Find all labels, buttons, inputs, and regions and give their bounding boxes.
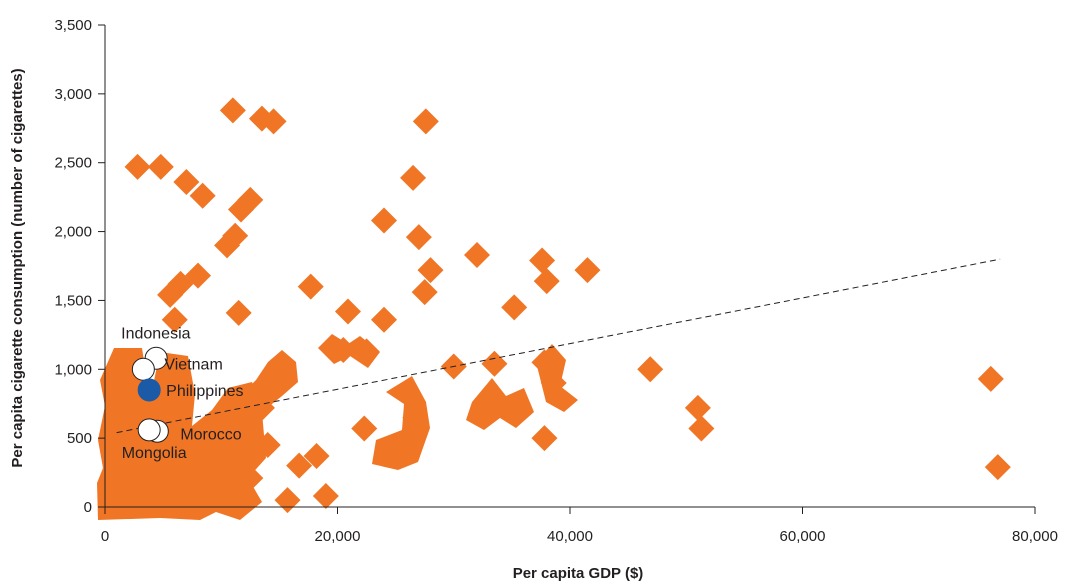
country-marker	[353, 338, 380, 365]
country-marker	[260, 108, 287, 135]
label-philippines: Philippines	[166, 383, 243, 400]
country-marker	[574, 257, 601, 284]
country-marker	[167, 270, 194, 297]
country-marker	[124, 153, 151, 180]
country-marker	[214, 232, 241, 259]
country-marker	[529, 247, 556, 274]
country-marker	[533, 268, 560, 295]
cluster-right-arm	[234, 350, 298, 422]
country-marker	[214, 421, 241, 448]
x-axis-title: Per capita GDP ($)	[513, 565, 644, 582]
country-marker	[248, 394, 275, 421]
y-tick-label: 500	[67, 430, 92, 447]
country-marker	[412, 108, 439, 135]
y-tick-label: 0	[84, 499, 92, 516]
country-marker	[498, 397, 525, 424]
country-marker	[161, 306, 188, 333]
label-morocco: Morocco	[180, 426, 241, 443]
country-marker	[330, 337, 357, 364]
label-vietnam: Vietnam	[164, 356, 222, 373]
country-marker	[531, 349, 558, 376]
marker-vietnam	[131, 357, 155, 381]
country-marker	[475, 390, 502, 417]
country-marker	[531, 425, 558, 452]
country-marker	[144, 448, 171, 475]
country-marker	[402, 404, 429, 431]
country-marker	[179, 470, 206, 497]
y-axis-title: Per capita cigarette consumption (number…	[9, 68, 26, 467]
country-marker	[405, 224, 432, 251]
country-marker	[637, 356, 664, 383]
y-tick-label: 1,000	[54, 361, 92, 378]
label-mongolia: Mongolia	[122, 445, 187, 462]
country-marker	[391, 432, 418, 459]
country-marker	[237, 186, 264, 213]
country-marker	[977, 365, 1004, 392]
country-marker	[274, 487, 301, 514]
labelled-countries: Indonesia Vietnam Philippines Morocco Mongol…	[121, 325, 243, 462]
marker-mongolia	[137, 418, 161, 442]
country-marker	[984, 454, 1011, 481]
country-marker	[214, 480, 241, 507]
country-marker	[688, 415, 715, 442]
x-tick-label: 0	[101, 528, 109, 545]
country-marker	[189, 182, 216, 209]
country-marker	[254, 432, 281, 459]
axes: 0 500 1,000 1,500 2,000 2,500 3,000 3,500 0 20,00…	[54, 17, 1057, 545]
country-marker	[540, 370, 567, 397]
country-marker	[115, 383, 142, 410]
y-tick-label: 2,000	[54, 224, 92, 241]
country-marker	[411, 279, 438, 306]
country-marker	[161, 376, 188, 403]
country-marker	[286, 452, 313, 479]
country-marker	[297, 273, 324, 300]
country-marker	[219, 97, 246, 124]
country-marker	[464, 241, 490, 268]
y-tick-label: 1,500	[54, 292, 92, 309]
marker-philippines	[137, 378, 161, 402]
country-marker	[248, 105, 275, 132]
trendline	[116, 258, 1001, 434]
country-marker	[501, 294, 528, 321]
country-marker	[417, 257, 444, 284]
country-marker	[684, 394, 711, 421]
x-tick-label: 60,000	[780, 528, 826, 545]
x-tick-label: 20,000	[315, 528, 361, 545]
y-tick-label: 3,000	[54, 86, 92, 103]
x-tick-label: 80,000	[1012, 528, 1058, 545]
other-country-markers	[109, 97, 1011, 514]
country-marker	[109, 480, 136, 507]
x-tick-label: 40,000	[547, 528, 593, 545]
y-tick-label: 2,500	[54, 155, 92, 172]
country-marker	[481, 350, 508, 377]
country-marker	[312, 482, 339, 509]
country-marker	[400, 164, 427, 191]
country-marker	[371, 306, 397, 333]
label-indonesia: Indonesia	[121, 325, 190, 342]
country-marker	[225, 299, 252, 326]
country-marker	[371, 207, 397, 234]
y-tick-label: 3,500	[54, 17, 92, 34]
country-marker	[173, 168, 200, 195]
country-marker	[237, 465, 264, 492]
country-marker	[351, 415, 378, 442]
country-marker	[303, 443, 330, 470]
country-marker	[334, 298, 361, 325]
country-marker	[147, 153, 174, 180]
